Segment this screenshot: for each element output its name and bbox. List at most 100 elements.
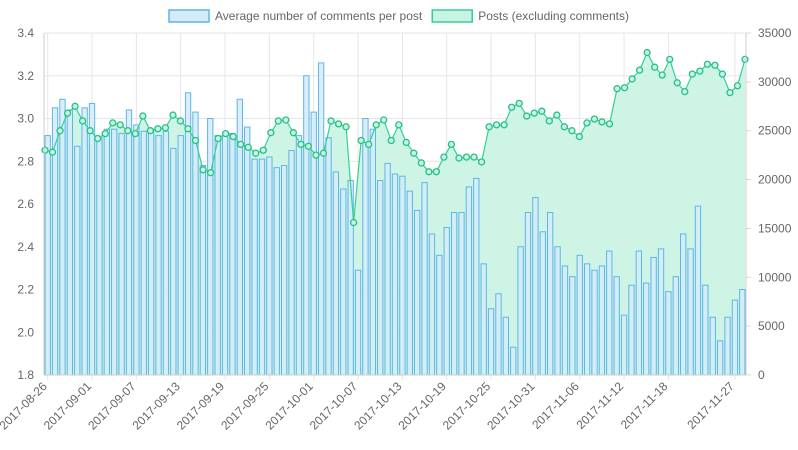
comments-bar <box>244 126 251 376</box>
posts-point <box>620 84 629 92</box>
y-right-tick-label: 25000 <box>758 124 792 138</box>
comments-bar <box>716 340 724 376</box>
posts-point <box>334 120 343 128</box>
comments-bar <box>657 248 665 376</box>
posts-point <box>101 129 109 138</box>
y-left-tick-label: 3.4 <box>17 26 34 40</box>
posts-point <box>124 127 132 135</box>
y-right-tick-label: 30000 <box>758 75 792 89</box>
posts-point <box>365 140 373 149</box>
posts-point <box>131 129 139 138</box>
posts-point <box>651 63 659 71</box>
posts-point <box>289 129 298 137</box>
posts-point <box>252 149 260 157</box>
posts-point <box>696 67 704 75</box>
posts-point <box>545 117 553 125</box>
posts-point <box>492 121 501 129</box>
comments-bar <box>561 265 569 376</box>
posts-point <box>154 125 162 133</box>
legend-swatch[interactable] <box>168 9 210 23</box>
posts-point <box>139 112 147 120</box>
comments-bar <box>88 103 96 376</box>
comments-bar <box>51 107 59 376</box>
comments-bar <box>258 158 266 376</box>
posts-point <box>402 138 410 147</box>
comments-bar <box>450 212 458 376</box>
comments-bar <box>613 276 620 376</box>
comments-bar <box>377 179 384 376</box>
y-left-tick-label: 2.4 <box>17 240 34 254</box>
posts-point <box>666 55 674 64</box>
posts-point <box>169 111 177 119</box>
comments-bar <box>281 165 288 376</box>
posts-point <box>349 218 358 227</box>
posts-point <box>184 125 192 133</box>
legend: Average number of comments per post Posts… <box>168 9 629 23</box>
posts-point <box>688 70 696 78</box>
comments-bar <box>96 137 103 376</box>
comments-bar <box>155 135 162 376</box>
posts-point <box>575 132 584 141</box>
comments-bar <box>399 175 406 376</box>
comments-bar <box>177 135 184 376</box>
posts-point <box>553 111 561 119</box>
posts-point <box>462 153 471 161</box>
posts-point <box>568 127 576 135</box>
comments-bar <box>421 182 428 376</box>
comments-bar <box>111 128 118 376</box>
comments-bar <box>44 135 51 376</box>
posts-point <box>267 129 275 137</box>
comments-bar <box>199 165 207 376</box>
posts-point <box>598 118 606 126</box>
comments-bar <box>739 289 746 376</box>
posts-point <box>432 168 441 176</box>
posts-point <box>628 75 636 83</box>
posts-point <box>86 127 94 135</box>
posts-point <box>387 136 395 145</box>
comments-bar <box>362 118 369 376</box>
posts-point <box>237 140 245 149</box>
comments-bar <box>229 132 236 376</box>
y-left-tick-label: 2.0 <box>17 325 34 339</box>
y-right-tick-label: 35000 <box>758 26 792 40</box>
comments-bar <box>273 167 280 376</box>
posts-point <box>447 140 456 149</box>
comments-bar <box>317 62 325 376</box>
comments-bar <box>184 92 192 376</box>
posts-point <box>741 55 749 64</box>
posts-point <box>455 154 463 162</box>
posts-point <box>410 149 418 157</box>
comments-bar <box>303 75 310 376</box>
comments-bar <box>103 128 110 376</box>
comments-bar <box>340 188 347 376</box>
comments-bar <box>473 177 480 376</box>
comments-bar <box>680 233 687 376</box>
x-tick-label: 2017-11-18 <box>618 379 671 432</box>
legend-label[interactable]: Posts (excluding comments) <box>478 9 629 23</box>
comments-bar <box>480 263 487 376</box>
comments-bar <box>495 293 502 376</box>
comments-bar <box>547 212 554 376</box>
comments-bar <box>266 156 273 376</box>
posts-point <box>485 123 493 131</box>
posts-point <box>357 136 365 145</box>
posts-point <box>681 87 689 96</box>
comments-bar <box>428 233 436 376</box>
comments-bar <box>162 130 170 376</box>
comments-bar <box>524 212 532 376</box>
posts-point <box>718 70 727 78</box>
comments-bar <box>628 284 635 376</box>
posts-point <box>161 124 170 132</box>
posts-point <box>395 121 403 129</box>
comments-bar <box>192 111 199 376</box>
y-left-tick-label: 2.6 <box>17 197 34 211</box>
posts-point <box>214 134 222 143</box>
legend-swatch[interactable] <box>431 9 473 23</box>
posts-point <box>78 117 87 125</box>
posts-point <box>417 159 425 167</box>
comments-bar <box>672 276 679 376</box>
posts-point <box>206 169 215 177</box>
comments-bar <box>554 246 561 376</box>
legend-label[interactable]: Average number of comments per post <box>215 9 423 23</box>
y-left-tick-label: 3.0 <box>17 112 34 126</box>
